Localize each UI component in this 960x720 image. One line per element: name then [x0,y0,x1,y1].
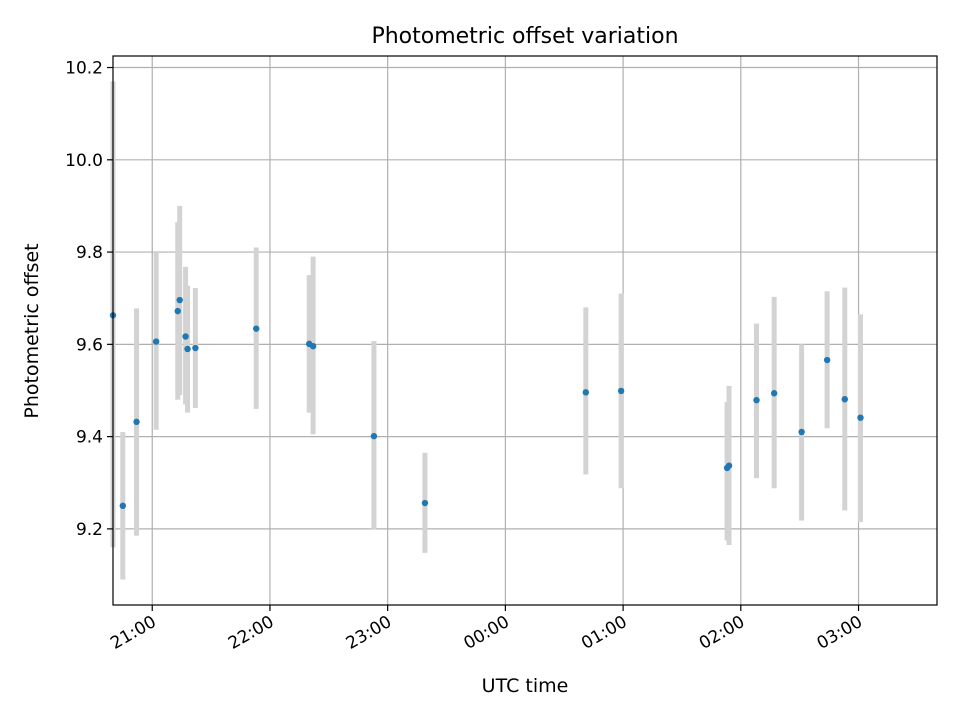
x-tick-label: 00:00 [460,612,512,654]
x-tick-label: 22:00 [225,612,277,654]
data-point [309,342,317,350]
data-point [841,396,848,403]
x-tick-label: 21:00 [107,612,159,654]
x-tick-label: 23:00 [343,612,395,654]
y-tick-label: 9.4 [76,428,103,448]
data-point [857,414,864,421]
data-point [370,432,378,440]
data-point [582,389,590,396]
y-tick-label: 10.0 [65,151,103,171]
error-bars [110,81,863,580]
x-axis-label: UTC time [482,675,569,697]
y-axis-label: Photometric offset [21,243,43,418]
y-axis: 9.2 9.4 9.6 9.8 10.0 10.2 [65,59,113,540]
chart-title: Photometric offset variation [371,24,678,49]
x-tick-label: 03:00 [814,612,866,654]
y-tick-label: 9.6 [76,335,103,355]
grid [113,56,937,605]
data-point [753,396,760,404]
y-tick-label: 9.2 [76,520,103,540]
data-point [119,502,127,510]
data-point [725,462,733,469]
data-point [253,325,260,332]
data-point [152,338,160,345]
data-point [174,307,181,315]
data-point [192,344,199,352]
data-point [421,499,429,507]
y-tick-label: 10.2 [65,59,103,79]
data-point [182,333,189,340]
y-tick-label: 9.8 [76,243,103,263]
x-tick-label: 01:00 [578,612,630,654]
data-points [109,296,864,510]
data-point [184,345,191,353]
data-point [176,296,183,304]
data-point [617,387,625,395]
plot-frame [112,55,938,606]
data-point [133,418,140,426]
data-point [823,356,831,364]
data-point [798,428,805,436]
x-axis: 21:00 22:00 23:00 00:00 01:00 02:00 03:00 [107,605,866,654]
data-point [770,390,778,397]
x-tick-label: 02:00 [696,612,748,654]
